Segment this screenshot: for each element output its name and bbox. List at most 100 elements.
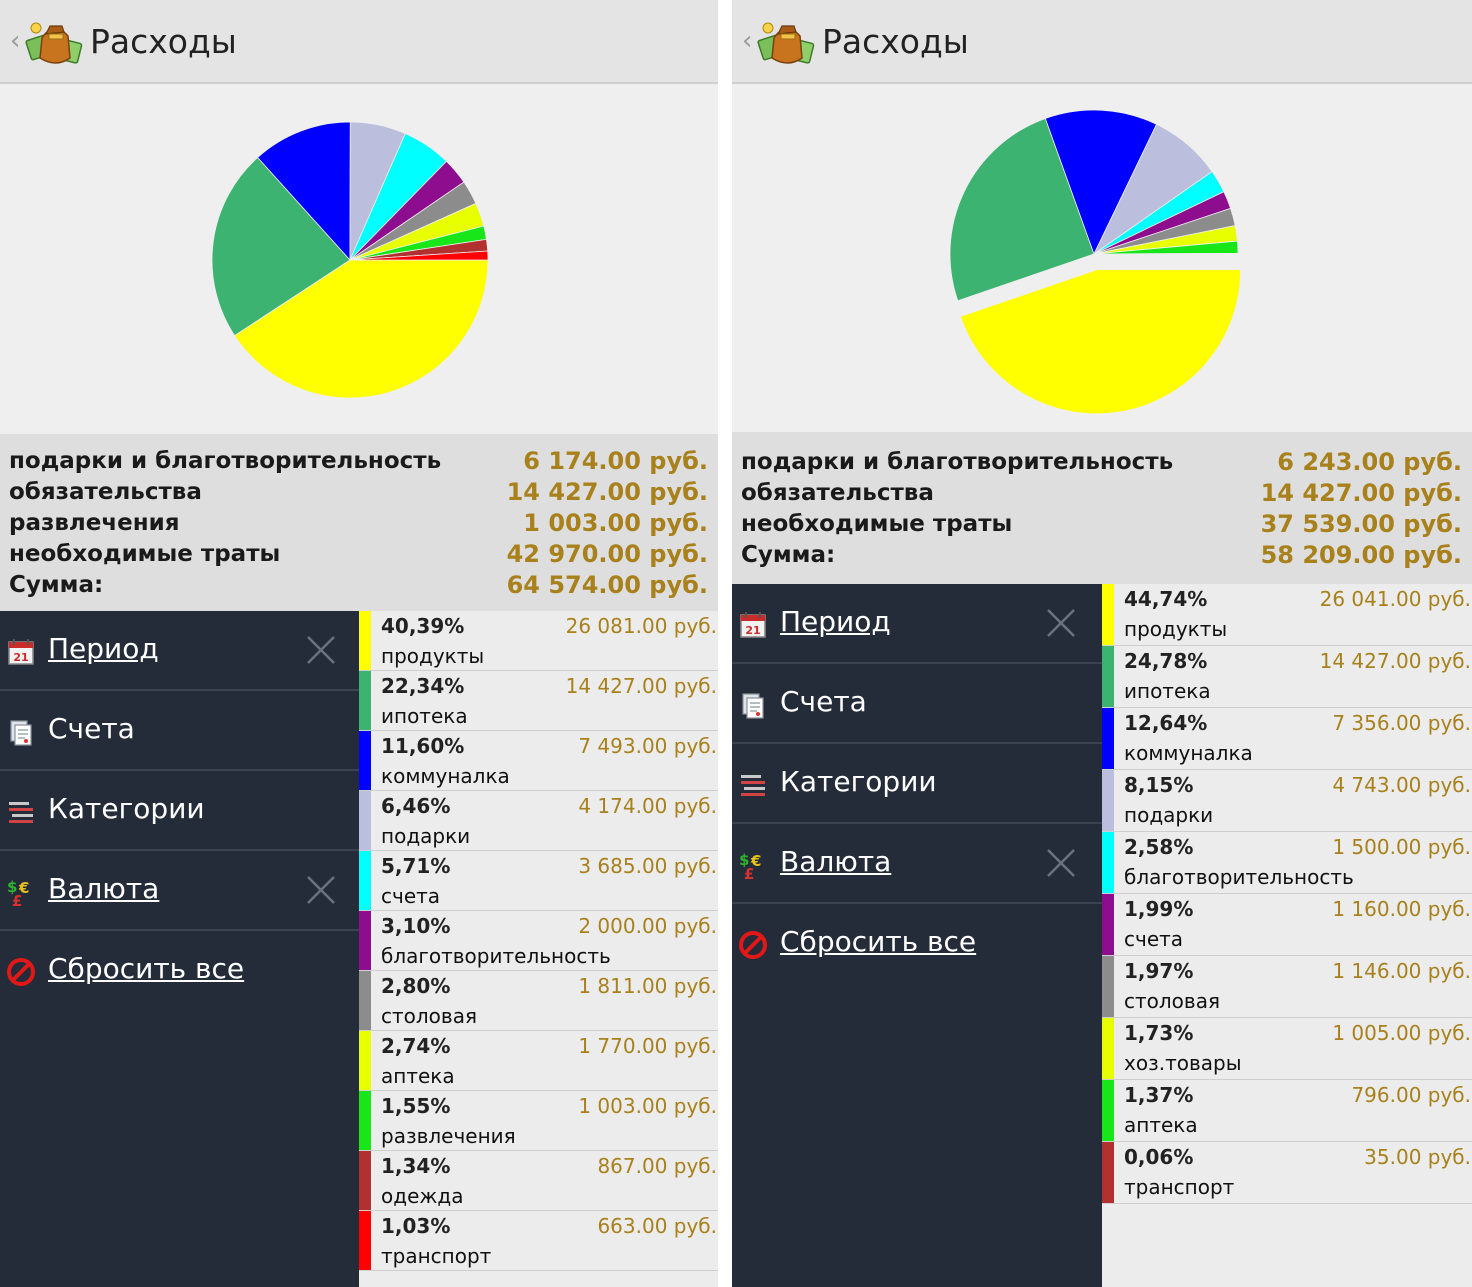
currency-icon: $ € £	[738, 850, 768, 883]
menu-item-label[interactable]: Сбросить все	[48, 952, 245, 985]
menu-item-1[interactable]: Счета	[732, 664, 1102, 744]
item-percent: 1,55%	[381, 1094, 451, 1118]
list-item[interactable]: 44,74% продукты 26 041.00 руб.	[1102, 584, 1472, 646]
list-item[interactable]: 1,73% хоз.товары 1 005.00 руб.	[1102, 1018, 1472, 1080]
list-item[interactable]: 2,80% столовая 1 811.00 руб.	[359, 971, 718, 1031]
item-percent: 24,78%	[1124, 649, 1208, 673]
item-percent: 6,46%	[381, 794, 451, 818]
list-item[interactable]: 6,46% подарки 4 174.00 руб.	[359, 791, 718, 851]
clear-icon[interactable]	[304, 873, 338, 907]
menu-item-1[interactable]: Счета	[0, 691, 359, 771]
header: ‹ Расходы	[0, 0, 718, 84]
color-swatch	[1102, 770, 1114, 831]
item-name: аптека	[1124, 1113, 1198, 1137]
item-amount: 1 003.00 руб.	[578, 1094, 717, 1118]
color-swatch	[359, 1211, 371, 1270]
list-item[interactable]: 2,58% благотворительность 1 500.00 руб.	[1102, 832, 1472, 894]
menu-item-label[interactable]: Период	[780, 605, 891, 638]
menu-item-label[interactable]: Счета	[48, 712, 135, 745]
color-swatch	[1102, 832, 1114, 893]
clear-icon[interactable]	[1044, 846, 1078, 880]
list-item[interactable]: 1,99% счета 1 160.00 руб.	[1102, 894, 1472, 956]
summary-label: развлечения	[9, 510, 180, 536]
list-item[interactable]: 40,39% продукты 26 081.00 руб.	[359, 611, 718, 671]
accounts-icon	[6, 717, 36, 747]
svg-text:$: $	[739, 851, 749, 869]
menu-item-4[interactable]: Сбросить все	[0, 931, 359, 1009]
item-amount: 26 041.00 руб.	[1319, 587, 1471, 611]
menu-item-label[interactable]: Счета	[780, 685, 867, 718]
money-bag-icon[interactable]	[24, 12, 84, 72]
color-swatch	[1102, 1018, 1114, 1079]
list-item[interactable]: 3,10% благотворительность 2 000.00 руб.	[359, 911, 718, 971]
back-chevron-icon[interactable]: ‹	[10, 26, 21, 56]
list-item[interactable]: 22,34% ипотека 14 427.00 руб.	[359, 671, 718, 731]
menu-item-label[interactable]: Категории	[780, 765, 937, 798]
list-item[interactable]: 12,64% коммуналка 7 356.00 руб.	[1102, 708, 1472, 770]
color-swatch	[1102, 646, 1114, 707]
item-percent: 1,97%	[1124, 959, 1194, 983]
menu-item-label[interactable]: Категории	[48, 792, 205, 825]
menu-item-0[interactable]: 21 Период	[0, 611, 359, 691]
menu-item-label[interactable]: Сбросить все	[780, 925, 977, 958]
clear-icon[interactable]	[304, 633, 338, 667]
summary-row: подарки и благотворительность 6 243.00 ру…	[732, 447, 1472, 478]
summary-value: 6 174.00 руб.	[523, 447, 708, 475]
item-percent: 44,74%	[1124, 587, 1208, 611]
svg-text:£: £	[744, 865, 754, 880]
menu-item-label[interactable]: Период	[48, 632, 159, 665]
pie-slice-9[interactable]	[1093, 253, 1239, 255]
list-item[interactable]: 1,55% развлечения 1 003.00 руб.	[359, 1091, 718, 1151]
svg-text:£: £	[12, 892, 22, 907]
categories-icon	[738, 770, 768, 800]
summary-row: необходимые траты 42 970.00 руб.	[0, 539, 718, 570]
item-amount: 7 493.00 руб.	[578, 734, 717, 758]
item-percent: 3,10%	[381, 914, 451, 938]
accounts-icon	[738, 690, 768, 720]
list-item[interactable]: 2,74% аптека 1 770.00 руб.	[359, 1031, 718, 1091]
menu-item-3[interactable]: $ € £ Валюта	[0, 851, 359, 931]
pie-chart	[211, 121, 489, 399]
pie-slice-2[interactable]	[257, 121, 351, 262]
pie-slice-0[interactable]	[959, 269, 1242, 415]
menu-item-3[interactable]: $ € £ Валюта	[732, 824, 1102, 904]
list-item[interactable]: 5,71% счета 3 685.00 руб.	[359, 851, 718, 911]
svg-text:$: $	[7, 878, 17, 896]
pie-slice-2[interactable]	[1044, 109, 1158, 256]
chart-area	[732, 84, 1472, 432]
menu-item-label[interactable]: Валюта	[780, 845, 892, 878]
menu-item-2[interactable]: Категории	[732, 744, 1102, 824]
page-title: Расходы	[90, 22, 237, 61]
list-item[interactable]: 1,34% одежда 867.00 руб.	[359, 1151, 718, 1211]
list-item[interactable]: 8,15% подарки 4 743.00 руб.	[1102, 770, 1472, 832]
list-item[interactable]: 24,78% ипотека 14 427.00 руб.	[1102, 646, 1472, 708]
back-chevron-icon[interactable]: ‹	[742, 26, 753, 56]
menu-item-0[interactable]: 21 Период	[732, 584, 1102, 664]
list-item[interactable]: 1,97% столовая 1 146.00 руб.	[1102, 956, 1472, 1018]
svg-text:€: €	[18, 879, 29, 897]
item-amount: 1 005.00 руб.	[1332, 1021, 1471, 1045]
list-item[interactable]: 0,06% транспорт 35.00 руб.	[1102, 1142, 1472, 1204]
pie-slice-10[interactable]	[349, 250, 489, 261]
currency-icon: $ € £	[6, 877, 36, 910]
clear-icon[interactable]	[1044, 606, 1078, 640]
screen-left: ‹ Расходы подарки и благотворительность 6 1…	[0, 0, 718, 1287]
item-name: коммуналка	[381, 764, 510, 788]
item-name: благотворительность	[381, 944, 611, 968]
list-item[interactable]: 1,37% аптека 796.00 руб.	[1102, 1080, 1472, 1142]
pie-slice-1[interactable]	[949, 117, 1095, 302]
menu-item-4[interactable]: Сбросить все	[732, 904, 1102, 982]
list-item[interactable]: 11,60% коммуналка 7 493.00 руб.	[359, 731, 718, 791]
pie-slice-1[interactable]	[211, 156, 351, 337]
money-bag-icon[interactable]	[756, 12, 816, 72]
item-name: благотворительность	[1124, 865, 1354, 889]
item-amount: 26 081.00 руб.	[565, 614, 717, 638]
summary-label: обязательства	[741, 480, 934, 506]
item-amount: 2 000.00 руб.	[578, 914, 717, 938]
summary-value: 14 427.00 руб.	[506, 478, 708, 506]
reset-icon	[6, 957, 36, 987]
menu-item-2[interactable]: Категории	[0, 771, 359, 851]
menu-item-label[interactable]: Валюта	[48, 872, 160, 905]
summary-label: необходимые траты	[9, 541, 281, 567]
list-item[interactable]: 1,03% транспорт 663.00 руб.	[359, 1211, 718, 1271]
